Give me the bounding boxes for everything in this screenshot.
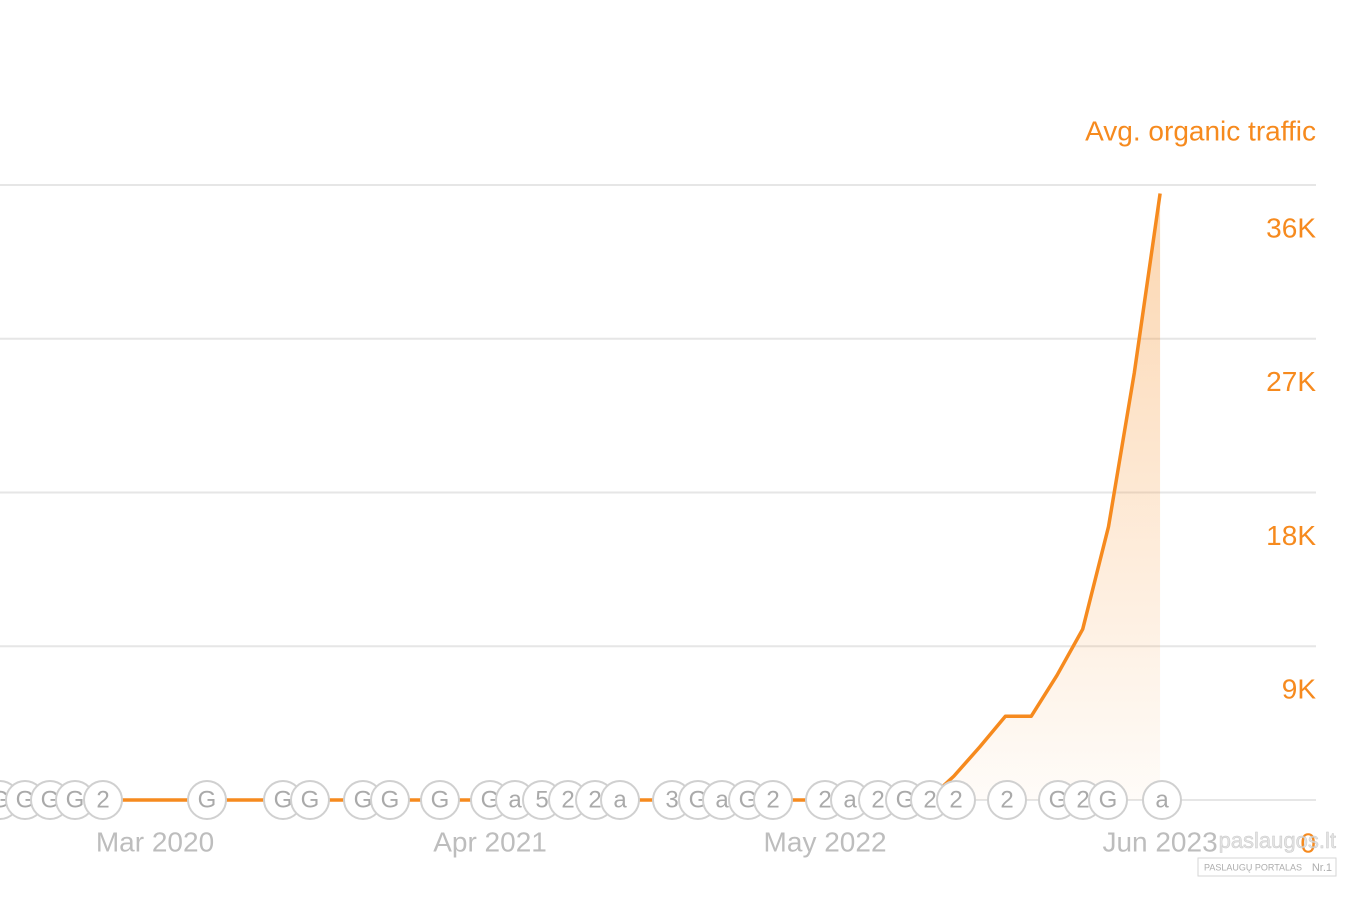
event-marker: 2 [83,780,123,820]
event-marker-label: 3 [665,786,678,813]
event-marker-label: G [16,786,35,813]
event-marker-circle [987,780,1027,820]
watermark-brand: paslaugos.lt [1219,828,1336,853]
event-marker: G [420,780,460,820]
event-marker-label: 2 [96,786,109,813]
y-tick-label: 27K [1266,366,1316,397]
y-tick-label: 36K [1266,212,1316,243]
event-marker-circle [753,780,793,820]
event-marker: a [600,780,640,820]
event-marker-circle [83,780,123,820]
event-marker: 2 [936,780,976,820]
event-marker: G [290,780,330,820]
event-marker: 2 [987,780,1027,820]
area-fill [0,193,1161,800]
event-marker-label: a [715,786,729,813]
event-marker-label: G [481,786,500,813]
event-marker-label: G [41,786,60,813]
event-marker-label: G [274,786,293,813]
y-tick-label: 9K [1282,674,1317,705]
event-marker-label: G [896,786,915,813]
event-marker: G [187,780,227,820]
event-marker-label: 2 [1000,786,1013,813]
event-marker-circle [187,780,227,820]
event-marker-label: G [301,786,320,813]
y-tick-label: 0 [1300,827,1316,858]
event-marker-label: a [508,786,522,813]
event-marker-label: G [198,786,217,813]
event-marker-circle [600,780,640,820]
event-marker-label: 5 [535,786,548,813]
event-marker-circle [420,780,460,820]
event-marker: a [1142,780,1182,820]
event-marker-label: G [66,786,85,813]
event-marker-label: G [0,786,9,813]
event-marker: G [370,780,410,820]
watermark-box [1197,857,1337,877]
event-marker-circle [370,780,410,820]
event-marker-label: 2 [818,786,831,813]
event-marker-label: G [354,786,373,813]
event-marker: G [1088,780,1128,820]
event-marker-circle [1142,780,1182,820]
event-marker: G [55,780,95,820]
event-marker-label: a [613,786,627,813]
x-tick-label: May 2022 [764,826,887,857]
event-marker-circle [1088,780,1128,820]
x-tick-label: Apr 2021 [433,826,547,857]
event-marker-label: a [843,786,857,813]
event-marker-circle [936,780,976,820]
line [0,193,1162,802]
event-marker-label: G [689,786,708,813]
x-tick-label: Jun 2023 [1102,826,1217,857]
x-tick-label: Mar 2020 [96,826,214,857]
event-marker: 2 [753,780,793,820]
event-marker-label: G [739,786,758,813]
event-marker-label: G [381,786,400,813]
event-marker-circle [290,780,330,820]
watermark: paslaugos.lt PASLAUGŲ PORTALAS Nr.1 [1197,828,1337,877]
y-tick-label: 18K [1266,520,1316,551]
event-marker-label: 2 [871,786,884,813]
watermark-badge: Nr.1 [1312,862,1332,874]
event-marker-label: 2 [1076,786,1089,813]
event-marker-label: 2 [588,786,601,813]
watermark-tagline: PASLAUGŲ PORTALAS [1204,862,1302,872]
event-marker-label: 2 [561,786,574,813]
event-marker-label: 2 [766,786,779,813]
event-marker-label: a [1155,786,1169,813]
event-marker-label: 2 [949,786,962,813]
event-marker-label: 2 [923,786,936,813]
event-marker: a [830,780,870,820]
event-marker-label: G [1099,786,1118,813]
event-marker-label: G [1049,786,1068,813]
chart-title: Avg. organic traffic [1085,115,1316,146]
event-marker-label: G [431,786,450,813]
